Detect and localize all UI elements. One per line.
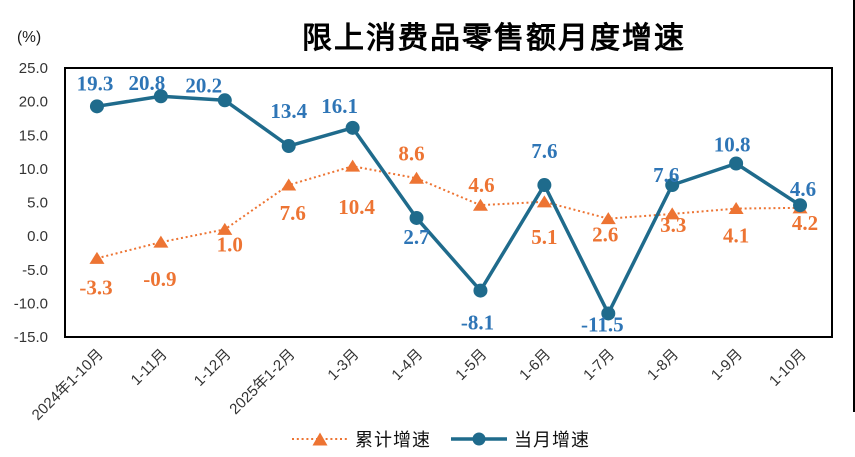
y-tick-label: 10.0 [19,161,48,178]
data-point-marker [728,202,744,215]
y-axis-unit-label: (%) [17,29,42,46]
y-tick-label: -10.0 [14,295,48,312]
data-point-marker [729,156,744,171]
data-point-marker [153,89,168,104]
y-tick-label: -5.0 [22,262,48,279]
data-point-marker [601,306,616,321]
data-label: 20.2 [185,73,222,97]
data-point-marker [89,99,104,114]
legend-label: 累计增速 [355,430,431,450]
data-label: 8.6 [398,141,424,165]
data-point-marker [217,93,232,108]
data-point-marker [281,178,297,191]
data-label: 19.3 [77,71,114,95]
data-point-marker [472,198,488,211]
x-category-label: 1-11月 [128,346,171,389]
x-category-label: 1-9月 [708,346,746,384]
data-label: 7.6 [653,163,679,187]
data-point-marker [345,159,361,172]
data-label: 13.4 [270,99,307,123]
data-label: 2.6 [592,223,618,247]
data-point-marker [217,222,233,235]
chart-title: 限上消费品零售额月度增速 [302,22,686,55]
data-point-marker [89,251,105,264]
data-label: 4.6 [790,177,816,201]
data-label: 7.6 [280,201,306,225]
data-point-marker [664,207,680,220]
data-label: -0.9 [143,267,176,291]
x-category-label: 2024年1-10月 [29,346,107,424]
series-line-1 [95,94,802,316]
data-point-marker [665,178,680,193]
x-category-label: 1-12月 [191,346,235,390]
legend-circle-swatch-icon [451,432,507,446]
series-line-0 [96,165,801,260]
data-label: -3.3 [79,275,112,299]
data-label: 2.7 [403,225,429,249]
x-category-label: 1-10月 [766,346,810,390]
data-point-marker [600,212,616,225]
legend: 累计增速 当月增速 [292,426,590,452]
legend-item-0: 累计增速 [292,426,431,452]
data-label: 4.2 [792,211,818,235]
x-category-label: 1-3月 [324,346,362,384]
data-label: 1.0 [217,232,243,256]
legend-label: 当月增速 [514,430,590,450]
data-label: 4.1 [723,224,749,248]
data-label: 16.1 [321,94,358,118]
y-tick-label: 0.0 [27,228,48,245]
data-label: 4.6 [468,173,494,197]
data-label: -8.1 [461,311,494,335]
y-tick-label: 20.0 [19,94,48,111]
data-point-marker [281,139,296,154]
data-label: 10.4 [338,195,375,219]
y-tick-label: 5.0 [27,195,48,212]
data-point-marker [153,235,169,248]
y-tick-label: 25.0 [19,60,48,77]
data-point-marker [793,198,808,213]
x-category-label: 1-6月 [516,346,554,384]
y-tick-label: 15.0 [19,127,48,144]
data-point-marker [537,178,552,193]
data-point-marker [409,210,424,225]
data-label: 10.8 [714,132,751,156]
data-point-marker [536,195,552,208]
data-label: 3.3 [660,213,686,237]
data-point-marker [409,171,425,184]
x-category-label: 1-4月 [388,346,426,384]
data-label: 20.8 [129,71,166,95]
data-label: 5.1 [531,225,557,249]
data-point-marker [345,120,360,135]
x-category-label: 1-7月 [580,346,618,384]
y-tick-label: -15.0 [14,329,48,346]
x-category-label: 1-8月 [644,346,682,384]
x-category-label: 1-5月 [452,346,490,384]
right-edge-border [852,0,855,412]
x-category-label: 2025年1-2月 [226,346,298,418]
data-label: -11.5 [581,312,624,336]
data-label: 7.6 [531,139,557,163]
data-point-marker [473,283,488,298]
legend-item-1: 当月增速 [451,426,590,452]
plot-border [64,67,833,338]
legend-triangle-swatch-icon [292,432,348,446]
